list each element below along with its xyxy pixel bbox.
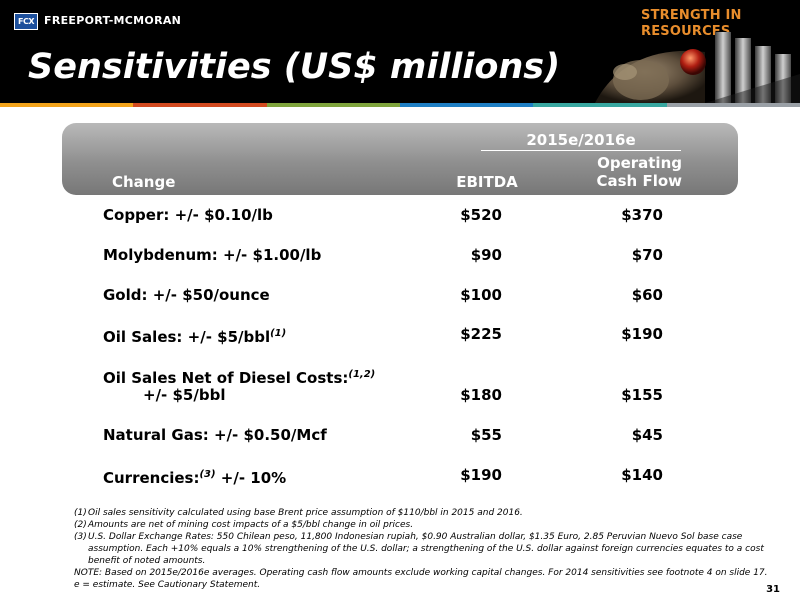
table-row: Oil Sales: +/- $5/bbl(1) $225 $190 xyxy=(0,324,800,347)
row-label: Gold: +/- $50/ounce xyxy=(103,286,270,304)
page-number: 31 xyxy=(766,584,780,595)
row-label-text: Oil Sales: +/- $5/bbl xyxy=(103,328,271,346)
ocf-header-line1: Operating xyxy=(597,154,682,172)
company-logo: FCX FREEPORT-MCMORAN xyxy=(14,12,182,30)
footnote-ref: (1) xyxy=(270,328,287,339)
ocf-value: $45 xyxy=(631,426,663,444)
row-label-continued: +/- $5/bbl xyxy=(143,386,226,404)
tagline: STRENGTH IN RESOURCES xyxy=(641,8,742,39)
ebitda-column-header: EBITDA xyxy=(456,173,518,191)
estimate-line: e = estimate. See Cautionary Statement. xyxy=(74,580,261,590)
table-row: Copper: +/- $0.10/lb $520 $370 xyxy=(0,205,800,225)
period-header: 2015e/2016e xyxy=(481,131,681,151)
row-label: Copper: +/- $0.10/lb xyxy=(103,206,273,224)
footnote-number: (1) xyxy=(74,508,87,518)
table-row: Oil Sales Net of Diesel Costs:(1,2) xyxy=(0,365,800,388)
footnote-text: U.S. Dollar Exchange Rates: 550 Chilean … xyxy=(88,532,764,566)
table-row: Natural Gas: +/- $0.50/Mcf $55 $45 xyxy=(0,425,800,445)
row-label-text: Oil Sales Net of Diesel Costs: xyxy=(103,369,349,387)
row-label: Natural Gas: +/- $0.50/Mcf xyxy=(103,426,327,444)
stripe-segment xyxy=(399,103,534,107)
table-row: Molybdenum: +/- $1.00/lb $90 $70 xyxy=(0,245,800,265)
footnote-number: (3) xyxy=(74,532,87,542)
footnote-text: Amounts are net of mining cost impacts o… xyxy=(88,520,414,530)
mining-imagery-icon xyxy=(595,32,800,103)
row-label: Oil Sales Net of Diesel Costs:(1,2) xyxy=(103,365,375,388)
row-label-text: Currencies: xyxy=(103,469,200,487)
footnote: (3) U.S. Dollar Exchange Rates: 550 Chil… xyxy=(74,531,774,567)
table-row: Currencies:(3) +/- 10% $190 $140 xyxy=(0,465,800,488)
page-title: Sensitivities (US$ millions) xyxy=(28,47,561,87)
stripe-segment xyxy=(133,103,267,107)
footnote: (2) Amounts are net of mining cost impac… xyxy=(74,519,774,531)
footnote-number: (2) xyxy=(74,520,87,530)
stripe-segment xyxy=(0,103,134,107)
row-label-suffix: +/- 10% xyxy=(215,469,287,487)
table-row: Gold: +/- $50/ounce $100 $60 xyxy=(0,285,800,305)
footnote-ref: (3) xyxy=(199,469,216,480)
table-header: 2015e/2016e Change EBITDA Operating Cash… xyxy=(62,123,738,195)
color-stripe xyxy=(0,103,800,107)
change-column-header: Change xyxy=(112,173,176,191)
ocf-value: $370 xyxy=(621,206,663,224)
ocf-value: $140 xyxy=(621,466,663,484)
ocf-header-line2: Cash Flow xyxy=(596,172,682,190)
header-banner: FCX FREEPORT-MCMORAN STRENGTH IN RESOURC… xyxy=(0,0,800,103)
company-name: FREEPORT-MCMORAN xyxy=(44,14,182,27)
operating-cash-flow-column-header: Operating Cash Flow xyxy=(582,154,682,190)
ebitda-value: $190 xyxy=(460,466,502,484)
ocf-value: $60 xyxy=(631,286,663,304)
ocf-value: $190 xyxy=(621,325,663,343)
logo-mark-icon: FCX xyxy=(14,12,38,30)
note-line: NOTE: Based on 2015e/2016e averages. Ope… xyxy=(74,568,768,578)
ebitda-value: $90 xyxy=(470,246,502,264)
stripe-segment xyxy=(266,103,400,107)
stripe-segment xyxy=(533,103,667,107)
ebitda-value: $225 xyxy=(460,325,502,343)
ocf-value: $155 xyxy=(621,386,663,404)
ebitda-value: $100 xyxy=(460,286,502,304)
row-label: Oil Sales: +/- $5/bbl(1) xyxy=(103,324,286,347)
ocf-value: $70 xyxy=(631,246,663,264)
footnote: (1) Oil sales sensitivity calculated usi… xyxy=(74,507,774,519)
ebitda-value: $180 xyxy=(460,386,502,404)
footnote-ref: (1,2) xyxy=(348,369,376,380)
footnote-text: Oil sales sensitivity calculated using b… xyxy=(88,508,523,518)
row-label: Currencies:(3) +/- 10% xyxy=(103,465,286,488)
row-label: Molybdenum: +/- $1.00/lb xyxy=(103,246,322,264)
stripe-segment xyxy=(666,103,800,107)
ebitda-value: $520 xyxy=(460,206,502,224)
table-row: +/- $5/bbl $180 $155 xyxy=(0,385,800,405)
ebitda-value: $55 xyxy=(470,426,502,444)
footnotes: (1) Oil sales sensitivity calculated usi… xyxy=(74,507,774,591)
